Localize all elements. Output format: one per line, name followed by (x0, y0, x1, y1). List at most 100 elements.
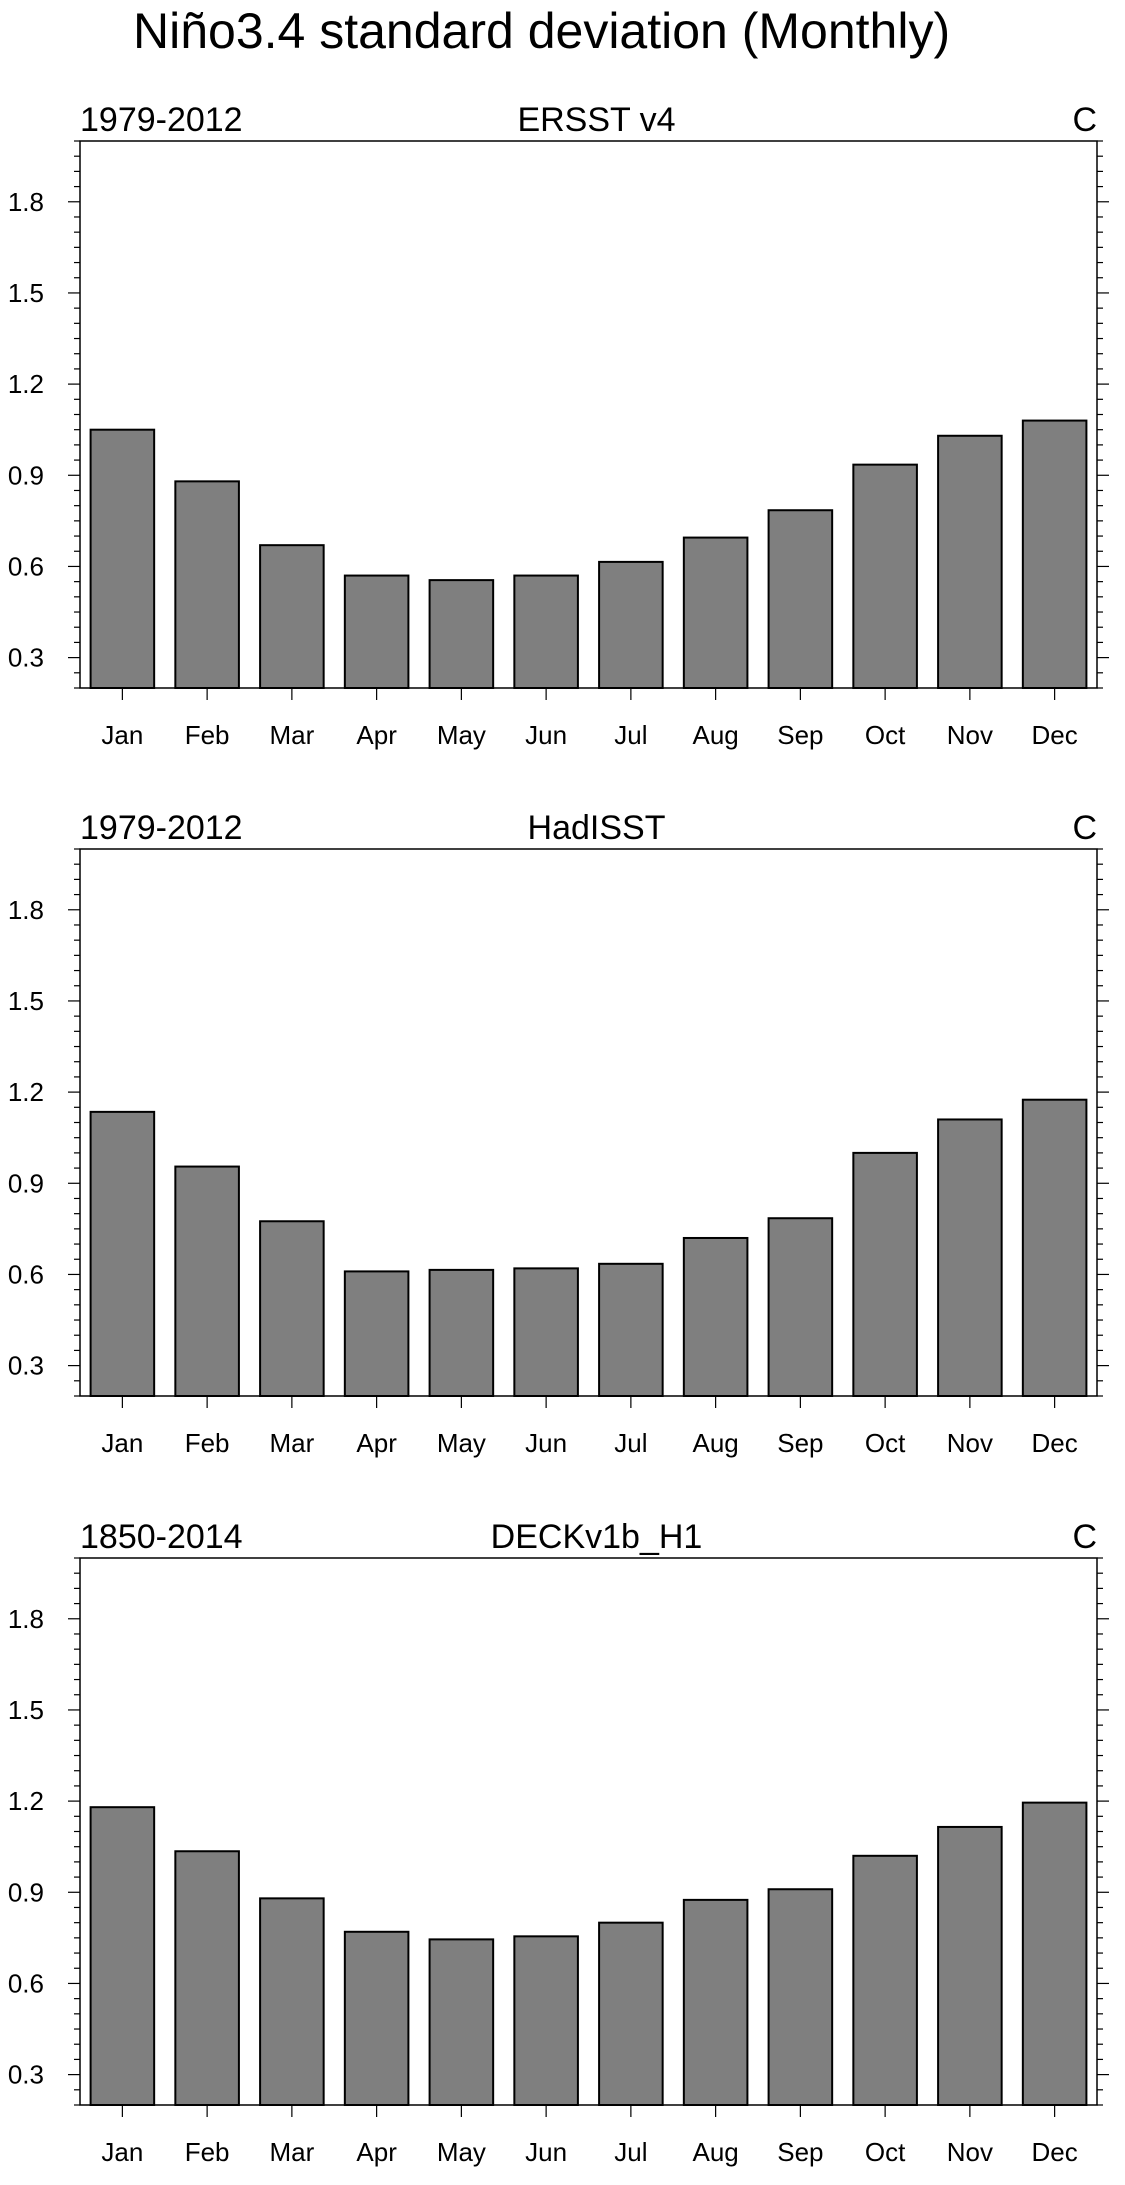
x-tick-label: Jun (525, 720, 567, 750)
panel-title: DECKv1b_H1 (491, 1518, 703, 1556)
bar-mar (259, 1220, 325, 1397)
panel-period-label: 1979-2012 (80, 101, 243, 139)
x-tick-label: Mar (269, 720, 314, 750)
y-tick-label: 1.5 (8, 986, 44, 1016)
x-tick-label: Jun (525, 2137, 567, 2167)
bar-feb (174, 480, 240, 689)
bar-may (428, 579, 495, 689)
x-tick-label: Apr (356, 1428, 397, 1458)
bar-feb (174, 1165, 240, 1398)
x-tick-label: Jul (614, 720, 647, 750)
x-tick-label: Oct (865, 2137, 906, 2167)
bar-jul (598, 560, 664, 689)
y-tick-label: 0.9 (8, 460, 44, 490)
chart-panel-hadisst: 1979-2012 HadISST C 0.3 0.6 0.9 1.2 1.5 1.8 Jan Fe… (8, 809, 1109, 1458)
y-tick-label: 1.8 (8, 895, 44, 925)
x-tick-label: Nov (947, 2137, 993, 2167)
x-tick-label: Jan (101, 2137, 143, 2167)
chart-panel-ersst: 1979-2012 ERSST v4 C 0.3 0.6 0.9 1.2 1.5 1.8 Jan F… (8, 101, 1109, 750)
bar-jul (598, 1921, 664, 2106)
panel-period-label: 1850-2014 (80, 1518, 243, 1556)
y-tick-label: 1.5 (8, 278, 44, 308)
x-tick-label: Nov (947, 720, 993, 750)
bar-mar (259, 544, 325, 689)
x-tick-label: Oct (865, 720, 906, 750)
x-tick-label: Jul (614, 1428, 647, 1458)
y-tick-label: 0.6 (8, 1259, 44, 1289)
figure-title: Niño3.4 standard deviation (Monthly) (133, 3, 951, 59)
bar-jun (513, 574, 579, 689)
bar-jun (513, 1935, 579, 2107)
x-tick-label: Sep (777, 720, 823, 750)
bar-aug (682, 1236, 749, 1397)
panel-title: HadISST (528, 809, 666, 847)
x-tick-label: Aug (692, 2137, 738, 2167)
bar-dec (1021, 419, 1088, 689)
bar-dec (1021, 1098, 1088, 1397)
bar-oct (852, 1151, 918, 1397)
bar-apr (343, 574, 410, 689)
panel-title: ERSST v4 (517, 101, 675, 139)
bar-may (428, 1268, 495, 1397)
x-tick-label: May (437, 720, 486, 750)
x-tick-label: Aug (692, 720, 738, 750)
y-tick-label: 0.6 (8, 1968, 44, 1998)
bar-apr (343, 1930, 410, 2106)
bar-oct (852, 463, 918, 689)
bar-may (428, 1938, 495, 2106)
x-tick-label: Jun (525, 1428, 567, 1458)
panel-period-label: 1979-2012 (80, 809, 243, 847)
bar-sep (767, 1888, 834, 2106)
bar-jan (89, 428, 156, 689)
x-tick-label: Jan (101, 720, 143, 750)
bar-feb (174, 1850, 240, 2106)
bar-jan (89, 1110, 156, 1397)
bar-oct (852, 1854, 918, 2106)
x-tick-label: Nov (947, 1428, 993, 1458)
bar-jul (598, 1262, 664, 1397)
y-tick-label: 0.6 (8, 551, 44, 581)
x-tick-label: Dec (1032, 2137, 1078, 2167)
bar-nov (937, 434, 1003, 689)
y-tick-label: 1.5 (8, 1695, 44, 1725)
panel-units-label: C (1072, 1518, 1097, 1556)
x-tick-label: Aug (692, 1428, 738, 1458)
x-tick-label: Feb (185, 2137, 230, 2167)
x-tick-label: Feb (185, 720, 230, 750)
y-tick-label: 1.2 (8, 1077, 44, 1107)
panel-units-label: C (1072, 809, 1097, 847)
x-tick-label: Mar (269, 1428, 314, 1458)
y-tick-label: 1.8 (8, 1604, 44, 1634)
bar-nov (937, 1118, 1003, 1397)
x-tick-label: May (437, 2137, 486, 2167)
x-tick-label: Dec (1032, 1428, 1078, 1458)
chart-panel-deck: 1850-2014 DECKv1b_H1 C 0.3 0.6 0.9 1.2 1.5 1.8 Ja… (8, 1518, 1109, 2167)
y-tick-label: 0.3 (8, 1351, 44, 1381)
bar-aug (682, 1898, 749, 2106)
y-tick-label: 0.3 (8, 643, 44, 673)
bar-mar (259, 1897, 325, 2106)
y-tick-label: 1.8 (8, 187, 44, 217)
y-tick-label: 0.3 (8, 2060, 44, 2090)
x-tick-label: Mar (269, 2137, 314, 2167)
y-tick-label: 0.9 (8, 1877, 44, 1907)
bar-apr (343, 1270, 410, 1397)
x-tick-label: Oct (865, 1428, 906, 1458)
x-tick-label: Sep (777, 1428, 823, 1458)
bar-aug (682, 536, 749, 690)
x-tick-label: Apr (356, 720, 397, 750)
x-tick-label: Sep (777, 2137, 823, 2167)
x-tick-label: May (437, 1428, 486, 1458)
x-tick-label: Apr (356, 2137, 397, 2167)
y-tick-label: 1.2 (8, 1786, 44, 1816)
y-tick-label: 0.9 (8, 1168, 44, 1198)
bar-nov (937, 1825, 1003, 2106)
bar-sep (767, 1217, 834, 1397)
x-tick-label: Jan (101, 1428, 143, 1458)
bar-dec (1021, 1801, 1088, 2106)
panel-units-label: C (1072, 101, 1097, 139)
x-tick-label: Dec (1032, 720, 1078, 750)
bar-jun (513, 1267, 579, 1397)
bar-jan (89, 1806, 156, 2106)
y-tick-label: 1.2 (8, 369, 44, 399)
